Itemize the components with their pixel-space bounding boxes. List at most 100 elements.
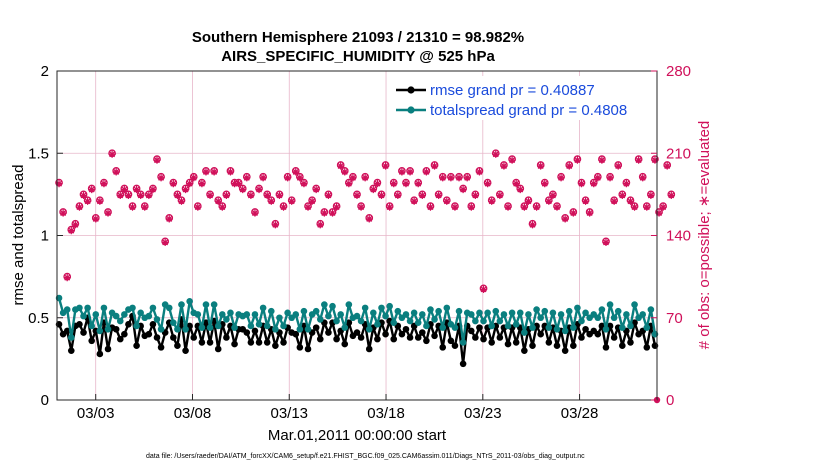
totalspread-point bbox=[247, 322, 255, 330]
obs-evaluated-point bbox=[263, 191, 271, 199]
totalspread-point bbox=[647, 306, 655, 313]
rmse-point bbox=[153, 334, 161, 341]
totalspread-point bbox=[427, 306, 434, 313]
rmse-point bbox=[325, 329, 332, 336]
totalspread-point bbox=[619, 324, 626, 331]
rmse-point bbox=[431, 332, 438, 340]
obs-evaluated-point bbox=[594, 174, 602, 182]
obs-evaluated-point bbox=[104, 209, 112, 217]
totalspread-point bbox=[476, 309, 483, 317]
obs-evaluated-point bbox=[96, 197, 104, 205]
obs-evaluated-point bbox=[279, 203, 288, 211]
obs-evaluated-point bbox=[553, 203, 561, 211]
obs-evaluated-point bbox=[602, 238, 610, 246]
rmse-point bbox=[402, 325, 410, 333]
rmse-point bbox=[304, 345, 312, 353]
totalspread-point bbox=[80, 312, 87, 320]
rmse-point bbox=[578, 334, 585, 341]
totalspread-point bbox=[614, 307, 622, 315]
rmse-point bbox=[472, 334, 479, 341]
rmse-point bbox=[231, 340, 238, 348]
obs-evaluated-point bbox=[390, 180, 398, 188]
obs-evaluated-point bbox=[161, 238, 169, 246]
obs-evaluated-point bbox=[471, 191, 479, 199]
totalspread-point bbox=[545, 324, 553, 331]
x-tick-label: 03/23 bbox=[464, 405, 502, 422]
totalspread-point bbox=[67, 334, 75, 341]
obs-evaluated-point bbox=[320, 209, 328, 217]
rmse-point bbox=[251, 327, 259, 335]
rmse-point bbox=[529, 342, 536, 350]
obs-evaluated-point bbox=[439, 174, 447, 182]
rmse-point bbox=[88, 337, 95, 345]
obs-evaluated-point bbox=[381, 162, 390, 170]
obs-evaluated-point bbox=[296, 174, 304, 182]
obs-evaluated-point bbox=[190, 174, 198, 182]
totalspread-point bbox=[431, 316, 438, 323]
obs-evaluated-point bbox=[328, 209, 337, 217]
rmse-point bbox=[467, 327, 475, 335]
obs-evaluated-point bbox=[251, 209, 259, 217]
totalspread-point bbox=[165, 304, 173, 312]
obs-evaluated-point bbox=[128, 203, 137, 211]
totalspread-point bbox=[251, 311, 259, 318]
obs-evaluated-point bbox=[202, 168, 210, 176]
totalspread-point bbox=[88, 322, 95, 330]
totalspread-point bbox=[631, 301, 638, 308]
totalspread-point bbox=[419, 311, 426, 318]
obs-evaluated-point bbox=[630, 203, 639, 211]
obs-evaluated-point bbox=[659, 203, 667, 211]
obs-evaluated-point bbox=[541, 180, 549, 188]
totalspread-point bbox=[267, 307, 275, 315]
totalspread-point bbox=[378, 304, 385, 312]
totalspread-point bbox=[341, 324, 349, 331]
totalspread-point bbox=[296, 325, 304, 333]
totalspread-point bbox=[480, 317, 487, 325]
totalspread-point bbox=[104, 325, 112, 333]
obs-evaluated-point bbox=[186, 180, 194, 188]
totalspread-point bbox=[353, 312, 361, 320]
rmse-point bbox=[619, 342, 626, 350]
rmse-point bbox=[80, 329, 87, 336]
rmse-point bbox=[202, 319, 210, 326]
obs-evaluated-point bbox=[149, 185, 157, 194]
obs-evaluated-point bbox=[308, 197, 316, 205]
legend-spread-label: totalspread grand pr = 0.4808 bbox=[430, 102, 627, 119]
obs-evaluated-point bbox=[410, 197, 418, 205]
totalspread-point bbox=[451, 324, 459, 331]
totalspread-point bbox=[382, 312, 389, 320]
obs-evaluated-point bbox=[177, 197, 186, 205]
y-tick-label-left: 1.5 bbox=[28, 145, 49, 162]
totalspread-point bbox=[263, 322, 271, 330]
rmse-point bbox=[121, 330, 128, 338]
obs-evaluated-point bbox=[116, 191, 124, 199]
obs-evaluated-point bbox=[100, 180, 108, 188]
totalspread-point bbox=[337, 311, 344, 318]
obs-evaluated-point bbox=[488, 197, 496, 205]
rmse-point bbox=[316, 335, 324, 343]
obs-evaluated-point bbox=[406, 168, 414, 176]
rmse-point bbox=[374, 335, 381, 343]
y-axis-label-right: # of obs: o=possible; ∗=evaluated bbox=[696, 121, 713, 350]
obs-evaluated-point bbox=[569, 209, 577, 217]
obs-evaluated-point bbox=[430, 162, 439, 170]
rmse-point bbox=[414, 334, 422, 341]
totalspread-point bbox=[406, 317, 414, 325]
obs-evaluated-point bbox=[124, 191, 133, 199]
obs-evaluated-point bbox=[443, 197, 451, 205]
obs-evaluated-point bbox=[565, 162, 573, 170]
obs-evaluated-point bbox=[622, 180, 630, 188]
obs-evaluated-point bbox=[79, 191, 88, 199]
rmse-point bbox=[561, 347, 569, 354]
totalspread-point bbox=[459, 339, 467, 346]
totalspread-point bbox=[394, 307, 402, 315]
totalspread-point bbox=[133, 322, 140, 330]
obs-evaluated-point bbox=[198, 180, 206, 188]
totalspread-point bbox=[374, 321, 381, 328]
obs-evaluated-point bbox=[271, 221, 279, 229]
rmse-point bbox=[280, 339, 287, 346]
obs-evaluated-point bbox=[524, 197, 533, 205]
rmse-point bbox=[582, 325, 589, 333]
totalspread-point bbox=[627, 322, 634, 330]
obs-evaluated-point bbox=[206, 191, 214, 199]
